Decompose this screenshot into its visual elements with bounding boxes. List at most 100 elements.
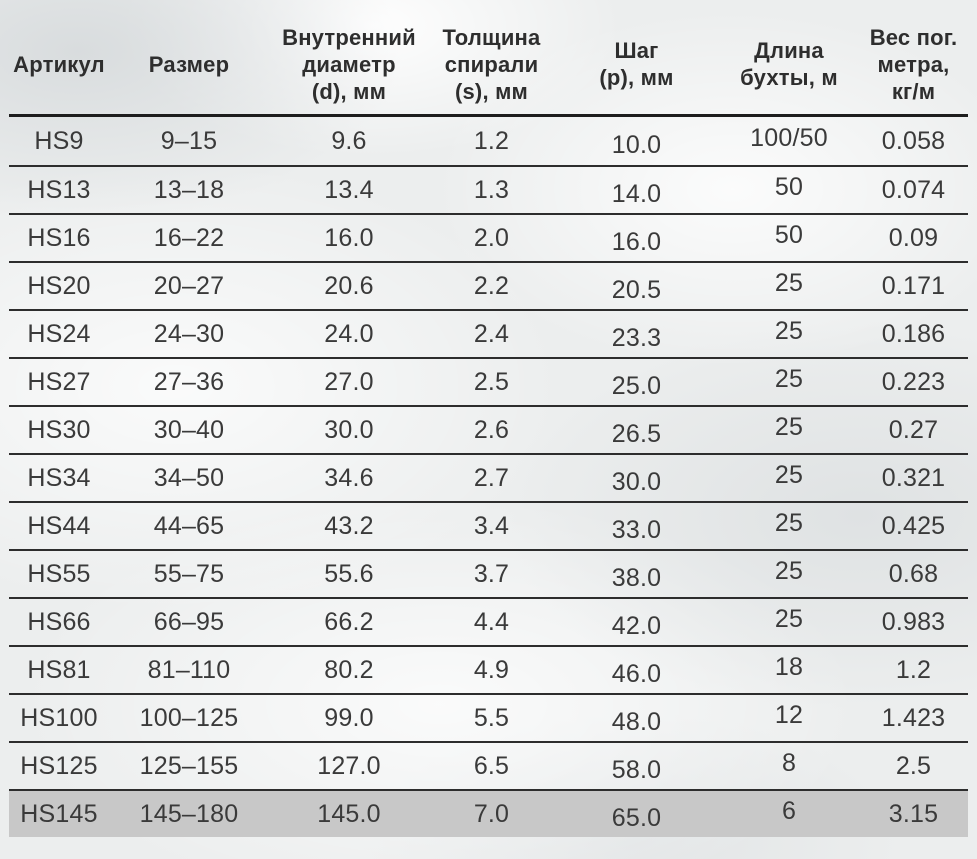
table-cell: 127.0 (317, 751, 381, 780)
table-cell: 2.0 (473, 223, 510, 252)
table-cell: 1.423 (881, 703, 946, 732)
table-cell: 2.5 (473, 367, 510, 396)
table-row: HS13 13–18 13.4 1.3 14.0 50 0.074 (9, 165, 968, 213)
table-cell: 0.058 (881, 126, 946, 155)
table-cell: 1.2 (473, 126, 510, 155)
table-cell: 65.0 (611, 803, 662, 832)
table-cell: 0.321 (881, 463, 946, 492)
table-cell: 145–180 (139, 799, 239, 828)
table-cell: 34–50 (153, 463, 225, 492)
table-row: HS24 24–30 24.0 2.4 23.3 25 0.186 (9, 309, 968, 357)
column-header: Толщина спирали (s), мм (442, 24, 541, 104)
table-cell: 25.0 (611, 371, 662, 400)
table-cell: 26.5 (611, 419, 662, 448)
table-cell: 80.2 (324, 655, 374, 684)
table-cell: 8 (781, 748, 797, 777)
table-cell: HS34 (27, 463, 91, 492)
table-cell: 30.0 (324, 415, 374, 444)
table-cell: 100–125 (139, 703, 239, 732)
table-cell: 3.7 (473, 559, 510, 588)
table-cell: HS24 (27, 319, 91, 348)
table-row: HS9 9–15 9.6 1.2 10.0 100/50 0.058 (9, 117, 968, 165)
table-cell: 6 (781, 796, 797, 825)
table-cell: HS125 (20, 751, 98, 780)
table-cell: 25 (774, 460, 804, 489)
table-header-row: Артикул Размер Внутренний диаметр (d), мм Т… (9, 0, 968, 117)
table-cell: HS30 (27, 415, 91, 444)
table-cell: 44–65 (153, 511, 225, 540)
table-cell: 0.68 (888, 559, 939, 588)
table-row: HS44 44–65 43.2 3.4 33.0 25 0.425 (9, 501, 968, 549)
table-cell: 3.15 (888, 799, 939, 828)
table-cell: 1.2 (895, 655, 932, 684)
table-cell: 12 (774, 700, 804, 729)
table-cell: HS20 (27, 271, 91, 300)
table-cell: 33.0 (611, 515, 662, 544)
table-cell: 9–15 (160, 126, 218, 155)
table-cell: 55.6 (324, 559, 374, 588)
table-row: HS55 55–75 55.6 3.7 38.0 25 0.68 (9, 549, 968, 597)
table-body: HS9 9–15 9.6 1.2 10.0 100/50 0.058 HS13 13–18 13.… (9, 117, 968, 837)
table-cell: 0.27 (888, 415, 939, 444)
table-cell: 2.2 (473, 271, 510, 300)
table-cell: 5.5 (473, 703, 510, 732)
table-cell: 27.0 (324, 367, 374, 396)
table-cell: 38.0 (611, 563, 662, 592)
table-cell: 50 (774, 220, 804, 249)
table-cell: 25 (774, 508, 804, 537)
column-header: Размер (148, 51, 230, 77)
table-cell: 10.0 (611, 130, 662, 159)
table-cell: 48.0 (611, 707, 662, 736)
table-cell: 34.6 (324, 463, 374, 492)
table-cell: 25 (774, 556, 804, 585)
table-cell: 30.0 (611, 467, 662, 496)
table-cell: 20.6 (324, 271, 374, 300)
table-cell: 16.0 (611, 227, 662, 256)
table-cell: 2.6 (473, 415, 510, 444)
table-cell: 6.5 (473, 751, 510, 780)
table-cell: 43.2 (324, 511, 374, 540)
table-cell: 13–18 (153, 175, 225, 204)
column-header: Вес пог. метра, кг/м (869, 24, 958, 104)
table-cell: HS66 (27, 607, 91, 636)
table-cell: 58.0 (611, 755, 662, 784)
product-spec-table: Артикул Размер Внутренний диаметр (d), мм Т… (9, 0, 968, 837)
table-cell: 30–40 (153, 415, 225, 444)
table-cell: HS13 (27, 175, 91, 204)
table-cell: 50 (774, 172, 804, 201)
column-header: Внутренний диаметр (d), мм (282, 24, 416, 104)
table-cell: 25 (774, 412, 804, 441)
table-cell: 18 (774, 652, 804, 681)
table-row: HS34 34–50 34.6 2.7 30.0 25 0.321 (9, 453, 968, 501)
table-cell: HS9 (34, 126, 84, 155)
table-cell: 20–27 (153, 271, 225, 300)
column-header: Артикул (13, 51, 105, 77)
table-row: HS27 27–36 27.0 2.5 25.0 25 0.223 (9, 357, 968, 405)
table-cell: 0.074 (881, 175, 946, 204)
table-cell: 20.5 (611, 275, 662, 304)
table-cell: 24.0 (324, 319, 374, 348)
table-cell: 0.223 (881, 367, 946, 396)
table-cell: 99.0 (324, 703, 374, 732)
column-header: Длина бухты, м (740, 38, 838, 90)
table-cell: 7.0 (473, 799, 510, 828)
table-cell: HS100 (20, 703, 98, 732)
table-cell: 23.3 (611, 323, 662, 352)
table-cell: HS44 (27, 511, 91, 540)
table-row: HS81 81–110 80.2 4.9 46.0 18 1.2 (9, 645, 968, 693)
table-cell: 55–75 (153, 559, 225, 588)
table-cell: 25 (774, 268, 804, 297)
table-cell: 125–155 (139, 751, 239, 780)
table-row: HS125 125–155 127.0 6.5 58.0 8 2.5 (9, 741, 968, 789)
table-cell: HS55 (27, 559, 91, 588)
table-cell: 81–110 (147, 655, 231, 684)
table-row: HS100 100–125 99.0 5.5 48.0 12 1.423 (9, 693, 968, 741)
table-cell: 0.09 (888, 223, 939, 252)
table-cell: 9.6 (331, 126, 367, 155)
table-cell: 27–36 (153, 367, 225, 396)
table-cell: 25 (774, 604, 804, 633)
table-cell: 4.9 (473, 655, 510, 684)
table-cell: 0.171 (881, 271, 946, 300)
table-cell: 66.2 (324, 607, 374, 636)
table-cell: 0.425 (881, 511, 946, 540)
